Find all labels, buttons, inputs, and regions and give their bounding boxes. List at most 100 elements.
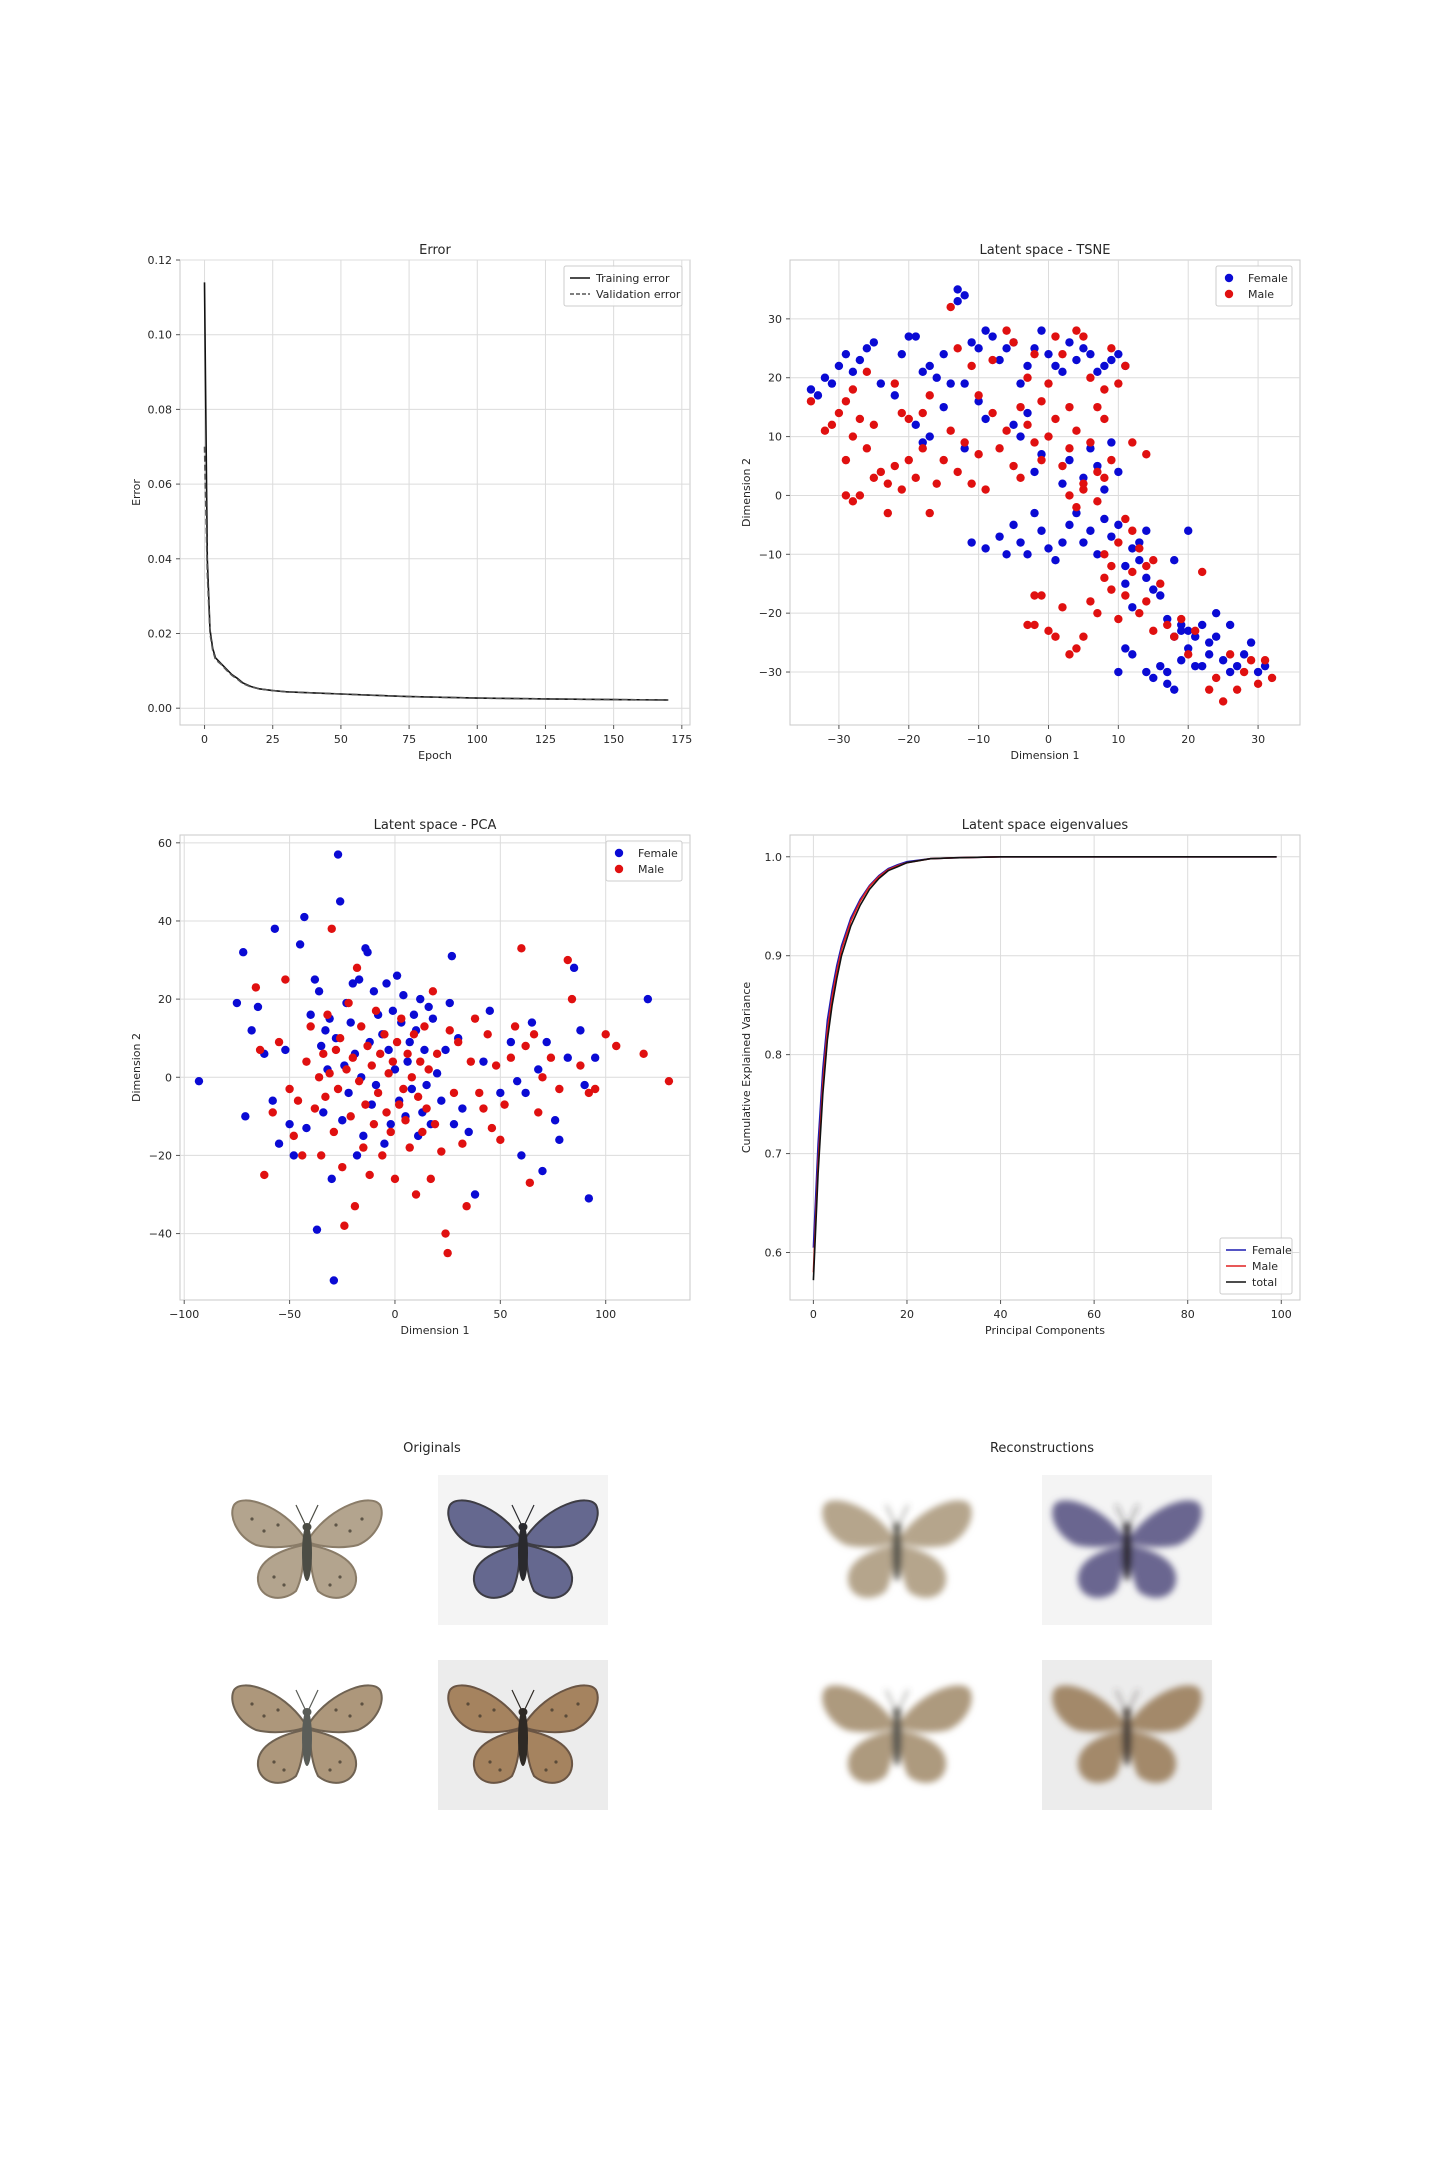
- wing-spot: [466, 1702, 470, 1706]
- series-male-point: [409, 1030, 419, 1039]
- series-female-point: [1163, 667, 1172, 677]
- series-female-point: [876, 379, 886, 388]
- y-tick-label: 0: [775, 489, 782, 502]
- wing-spot: [262, 1529, 266, 1533]
- x-axis-label: Dimension 1: [401, 1324, 470, 1337]
- series-female-point: [953, 297, 962, 306]
- series-male-point: [411, 1190, 421, 1199]
- series-female-point: [1044, 544, 1053, 553]
- x-axis-label: Principal Components: [985, 1324, 1105, 1337]
- series-female-point: [1218, 656, 1228, 665]
- y-tick-label: 0.06: [148, 478, 173, 491]
- series-female-point: [1114, 667, 1123, 677]
- series-female-point: [321, 1026, 330, 1035]
- series-male-point: [590, 1084, 600, 1094]
- x-tick-label: 10: [1111, 733, 1125, 746]
- y-axis-label: Error: [130, 479, 143, 506]
- series-female-point: [1030, 467, 1039, 477]
- butterfly-head: [892, 1708, 902, 1716]
- right-forewing: [1130, 1685, 1202, 1733]
- series-male-point: [883, 479, 893, 488]
- series-male-point: [422, 1104, 431, 1113]
- series-female-point: [369, 987, 379, 996]
- series-male-point: [974, 391, 983, 400]
- series-male-point: [529, 1030, 539, 1039]
- series-female-point: [386, 1119, 395, 1129]
- series-female-point: [1114, 467, 1123, 477]
- butterfly: [822, 1500, 972, 1598]
- wing-spot: [544, 1768, 548, 1772]
- series-female-point: [1002, 344, 1011, 353]
- series-female-point: [1037, 526, 1046, 535]
- series-female-point: [1058, 538, 1067, 547]
- series-male-point: [1044, 379, 1053, 388]
- series-female-point: [1232, 661, 1242, 671]
- series-male-point: [862, 444, 872, 453]
- series-female-point: [1156, 591, 1165, 600]
- series-male-point: [981, 485, 990, 494]
- series-male-point: [1260, 656, 1270, 665]
- legend-label-male: Male: [1252, 1260, 1278, 1273]
- series-male-point: [426, 1174, 435, 1184]
- series-male-point: [827, 420, 837, 430]
- series-male-point: [1149, 555, 1158, 565]
- series-female-point: [424, 1002, 433, 1012]
- chart-title: Latent space - PCA: [374, 818, 497, 833]
- series-female-point: [960, 379, 969, 388]
- series-male-point: [1086, 597, 1095, 606]
- series-female-point: [274, 1139, 284, 1148]
- series-female-point: [1225, 620, 1235, 630]
- series-male-point: [1135, 544, 1144, 553]
- series-female-point: [405, 1037, 414, 1047]
- series-male-point: [453, 1037, 463, 1047]
- series-female-point: [428, 1014, 438, 1023]
- right-forewing: [309, 1499, 383, 1549]
- series-female-point: [1253, 667, 1263, 677]
- series-female-point: [306, 1010, 315, 1019]
- series-female-point: [925, 361, 934, 371]
- series-male-point: [1030, 620, 1039, 630]
- series-male-point: [1121, 591, 1130, 600]
- series-male-point: [432, 1049, 442, 1059]
- series-male-point: [567, 994, 577, 1004]
- series-male-point: [424, 1065, 433, 1074]
- wing-spot: [348, 1714, 352, 1718]
- series-female-point: [1128, 544, 1137, 553]
- wing-spot: [328, 1583, 332, 1587]
- series-male-point: [939, 455, 948, 465]
- right-forewing: [1130, 1500, 1202, 1548]
- series-male-point: [401, 1116, 410, 1125]
- series-female-point: [988, 332, 997, 341]
- series-male-point: [855, 414, 865, 424]
- series-male-point: [806, 397, 816, 406]
- series-male-point: [534, 1108, 543, 1117]
- series-male-point: [1030, 591, 1039, 600]
- series-female-point: [1184, 526, 1193, 535]
- series-male-point: [399, 1084, 408, 1094]
- series-male-point: [316, 1151, 326, 1160]
- series-female-point: [371, 1080, 381, 1090]
- series-female-point: [1023, 408, 1032, 418]
- series-male-point: [1128, 438, 1137, 447]
- y-tick-label: −20: [759, 607, 782, 620]
- wing-spot: [262, 1714, 266, 1718]
- y-tick-label: −20: [149, 1149, 172, 1162]
- right-hindwing: [900, 1545, 947, 1598]
- x-tick-label: −10: [967, 733, 990, 746]
- series-female-point: [1114, 520, 1123, 530]
- series-male-point: [925, 508, 934, 518]
- y-tick-label: 0: [165, 1071, 172, 1084]
- series-female-point: [1211, 608, 1221, 618]
- series-female-point: [918, 367, 927, 377]
- series-male-point: [1253, 679, 1263, 688]
- series-male-point: [310, 1104, 320, 1113]
- data-layer: [194, 850, 674, 1285]
- series-female-point: [449, 1119, 459, 1129]
- series-male-point: [1163, 620, 1172, 630]
- antennae: [295, 1504, 319, 1525]
- series-male-point: [348, 1053, 358, 1062]
- series-female-point: [464, 1127, 473, 1137]
- series-female-point: [981, 326, 990, 335]
- legend-box: [563, 265, 683, 307]
- series-male-point: [325, 1069, 334, 1078]
